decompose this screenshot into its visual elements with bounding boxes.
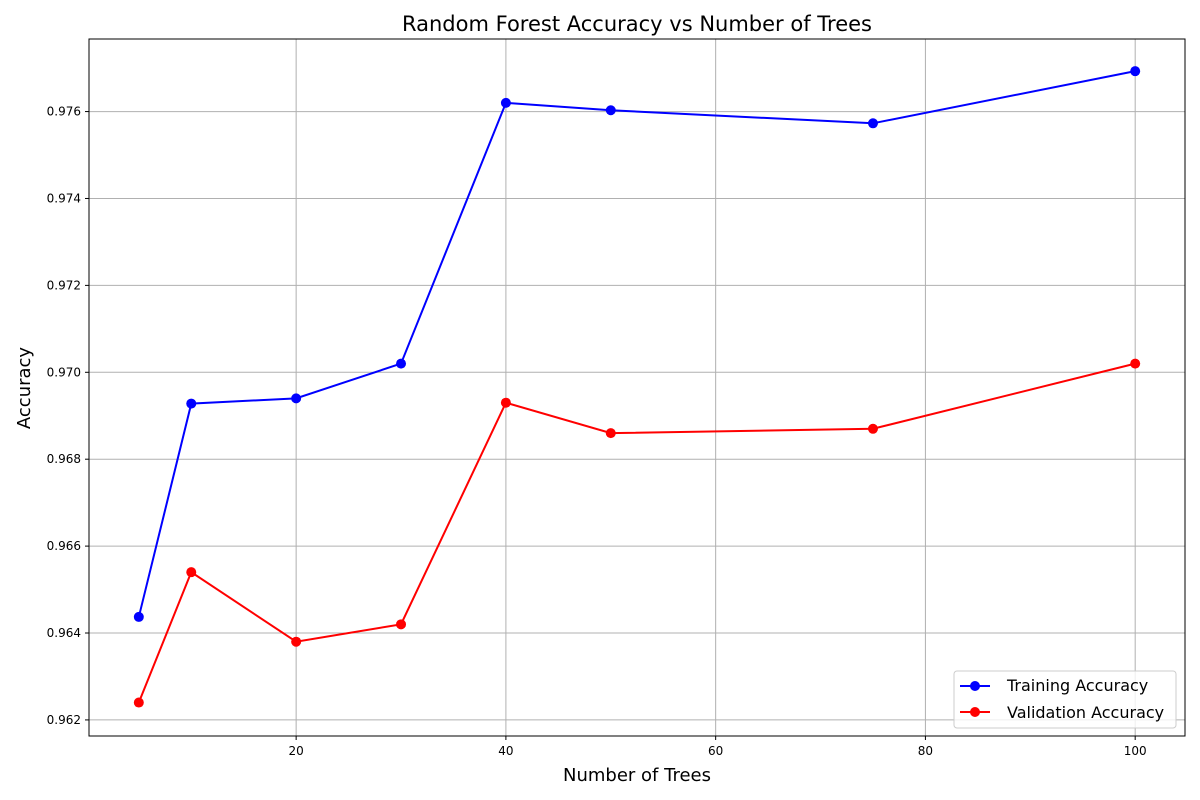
- y-tick-label: 0.962: [47, 713, 81, 727]
- y-tick-label: 0.970: [47, 365, 81, 379]
- data-point: [133, 611, 144, 622]
- legend-marker-training: [970, 681, 980, 691]
- plot-area: [88, 38, 1186, 737]
- legend-marker-validation: [970, 707, 980, 717]
- data-point: [186, 567, 197, 578]
- grid: [89, 39, 1185, 736]
- y-tick-label: 0.974: [47, 191, 81, 205]
- legend-label-training: Training Accuracy: [1006, 676, 1148, 695]
- chart-title: Random Forest Accuracy vs Number of Tree…: [402, 12, 872, 36]
- data-point: [291, 393, 302, 404]
- data-point: [500, 397, 511, 408]
- series-group: [133, 66, 1141, 708]
- data-point: [500, 97, 511, 108]
- x-tick-label: 60: [708, 744, 723, 758]
- series-line-1: [137, 362, 1136, 703]
- y-tick-label: 0.966: [47, 539, 81, 553]
- y-tick-label: 0.972: [47, 278, 81, 292]
- y-tick-label: 0.964: [47, 626, 81, 640]
- data-point: [396, 619, 407, 630]
- data-point: [867, 423, 878, 434]
- data-point: [867, 118, 878, 129]
- x-tick-label: 20: [288, 744, 303, 758]
- legend: Training Accuracy Validation Accuracy: [953, 670, 1177, 729]
- data-point: [396, 358, 407, 369]
- x-tick-label: 80: [918, 744, 933, 758]
- data-point: [133, 697, 144, 708]
- data-point: [605, 105, 616, 116]
- data-point: [1130, 66, 1141, 77]
- data-point: [291, 636, 302, 647]
- series-line-0: [137, 70, 1136, 618]
- y-axis: 0.962 0.964 0.966 0.968 0.970 0.972 0.974 0.976: [47, 105, 89, 727]
- data-point: [605, 428, 616, 439]
- y-axis-label: Accuracy: [14, 347, 35, 430]
- x-tick-label: 100: [1124, 744, 1147, 758]
- x-axis: 20 40 60 80 100: [288, 736, 1147, 758]
- x-axis-label: Number of Trees: [563, 765, 711, 786]
- data-point: [1130, 358, 1141, 369]
- legend-label-validation: Validation Accuracy: [1007, 703, 1164, 722]
- y-tick-label: 0.968: [47, 452, 81, 466]
- data-point: [186, 398, 197, 409]
- legend-box: [953, 670, 1177, 729]
- x-tick-label: 40: [498, 744, 513, 758]
- y-tick-label: 0.976: [47, 105, 81, 119]
